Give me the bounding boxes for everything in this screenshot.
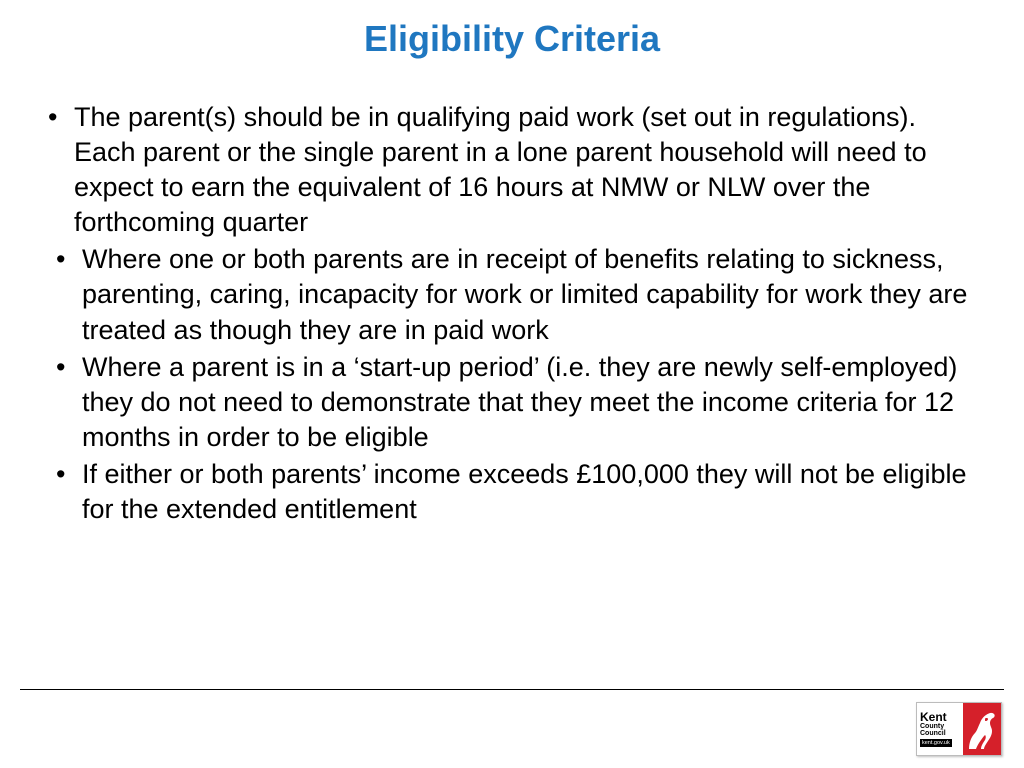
logo-kent-text: Kent	[920, 711, 963, 723]
kent-council-logo: Kent County Council kent.gov.uk	[916, 702, 1002, 756]
horse-icon	[963, 703, 1001, 755]
slide: Eligibility Criteria The parent(s) shoul…	[0, 0, 1024, 768]
list-item: Where one or both parents are in receipt…	[48, 242, 984, 347]
logo-url-text: kent.gov.uk	[920, 739, 952, 747]
footer-divider	[20, 689, 1004, 690]
logo-council-text: Council	[920, 730, 963, 737]
list-item: If either or both parents’ income exceed…	[48, 457, 984, 527]
page-title: Eligibility Criteria	[40, 18, 984, 60]
list-item: The parent(s) should be in qualifying pa…	[40, 100, 984, 240]
bullet-ul: The parent(s) should be in qualifying pa…	[40, 100, 984, 527]
logo-county-text: County	[920, 723, 963, 730]
logo-horse-emblem	[963, 703, 1001, 755]
logo-text-block: Kent County Council kent.gov.uk	[917, 703, 963, 755]
bullet-list: The parent(s) should be in qualifying pa…	[40, 100, 984, 527]
list-item: Where a parent is in a ‘start-up period’…	[48, 350, 984, 455]
